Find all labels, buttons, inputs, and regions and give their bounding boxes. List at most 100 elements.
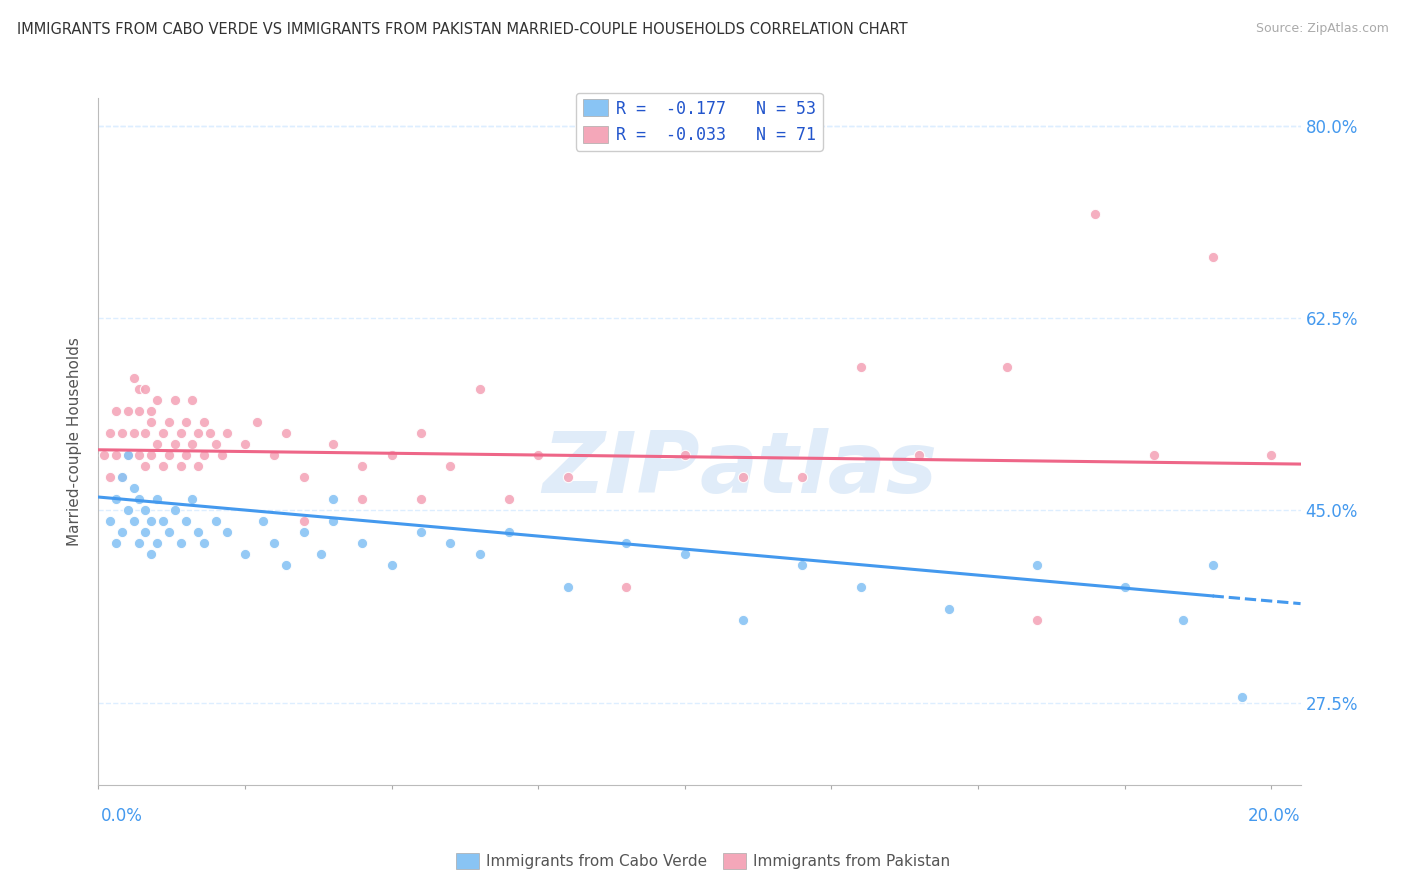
Point	[152, 459, 174, 474]
Text: IMMIGRANTS FROM CABO VERDE VS IMMIGRANTS FROM PAKISTAN MARRIED-COUPLE HOUSEHOLDS: IMMIGRANTS FROM CABO VERDE VS IMMIGRANTS…	[17, 22, 907, 37]
Point	[98, 426, 121, 441]
Point	[187, 426, 209, 441]
Point	[117, 503, 139, 517]
Point	[193, 415, 215, 429]
Point	[1201, 251, 1223, 265]
Point	[673, 448, 696, 462]
Point	[152, 514, 174, 528]
Point	[274, 558, 297, 573]
Point	[134, 503, 156, 517]
Point	[938, 602, 960, 616]
Point	[322, 492, 344, 507]
Point	[252, 514, 274, 528]
Point	[217, 426, 239, 441]
Point	[233, 547, 256, 561]
Point	[381, 558, 404, 573]
Point	[1025, 613, 1047, 627]
Point	[141, 448, 163, 462]
Point	[128, 536, 150, 550]
Point	[309, 547, 332, 561]
Point	[157, 525, 180, 540]
Point	[439, 459, 461, 474]
Point	[1260, 448, 1282, 462]
Point	[176, 514, 198, 528]
Point	[93, 448, 115, 462]
Point	[439, 536, 461, 550]
Point	[122, 481, 145, 495]
Point	[292, 525, 315, 540]
Point	[1114, 580, 1136, 594]
Point	[498, 492, 520, 507]
Point	[169, 426, 191, 441]
Point	[198, 426, 221, 441]
Point	[246, 415, 269, 429]
Point	[1230, 690, 1253, 704]
Point	[128, 382, 150, 396]
Point	[111, 470, 134, 484]
Point	[176, 415, 198, 429]
Point	[557, 470, 579, 484]
Point	[849, 580, 872, 594]
Point	[193, 448, 215, 462]
Point	[274, 426, 297, 441]
Point	[176, 448, 198, 462]
Point	[122, 426, 145, 441]
Point	[790, 470, 813, 484]
Point	[263, 536, 285, 550]
Point	[105, 404, 128, 418]
Text: 20.0%: 20.0%	[1249, 807, 1301, 825]
Point	[733, 613, 755, 627]
Point	[111, 470, 134, 484]
Point	[111, 525, 134, 540]
Point	[141, 514, 163, 528]
Text: 0.0%: 0.0%	[101, 807, 143, 825]
Legend: R =  -0.177   N = 53, R =  -0.033   N = 71: R = -0.177 N = 53, R = -0.033 N = 71	[576, 93, 823, 151]
Point	[122, 514, 145, 528]
Point	[163, 437, 186, 451]
Y-axis label: Married-couple Households: Married-couple Households	[67, 337, 83, 546]
Point	[141, 547, 163, 561]
Point	[1173, 613, 1195, 627]
Point	[146, 536, 169, 550]
Point	[134, 459, 156, 474]
Point	[673, 547, 696, 561]
Point	[128, 492, 150, 507]
Point	[908, 448, 931, 462]
Point	[204, 514, 226, 528]
Point	[211, 448, 233, 462]
Point	[352, 536, 374, 550]
Point	[141, 415, 163, 429]
Point	[498, 525, 520, 540]
Point	[557, 580, 579, 594]
Point	[122, 371, 145, 385]
Point	[169, 536, 191, 550]
Point	[381, 448, 404, 462]
Point	[146, 437, 169, 451]
Point	[111, 426, 134, 441]
Point	[128, 404, 150, 418]
Point	[614, 536, 637, 550]
Point	[169, 459, 191, 474]
Point	[322, 514, 344, 528]
Point	[193, 536, 215, 550]
Point	[98, 470, 121, 484]
Point	[352, 459, 374, 474]
Point	[292, 514, 315, 528]
Point	[117, 448, 139, 462]
Point	[409, 426, 432, 441]
Point	[263, 448, 285, 462]
Point	[204, 437, 226, 451]
Point	[187, 459, 209, 474]
Text: atlas: atlas	[700, 427, 938, 510]
Point	[134, 525, 156, 540]
Point	[409, 492, 432, 507]
Point	[98, 514, 121, 528]
Point	[409, 525, 432, 540]
Point	[134, 426, 156, 441]
Point	[146, 492, 169, 507]
Point	[292, 470, 315, 484]
Point	[1084, 206, 1107, 220]
Point	[468, 382, 491, 396]
Point	[352, 492, 374, 507]
Point	[117, 404, 139, 418]
